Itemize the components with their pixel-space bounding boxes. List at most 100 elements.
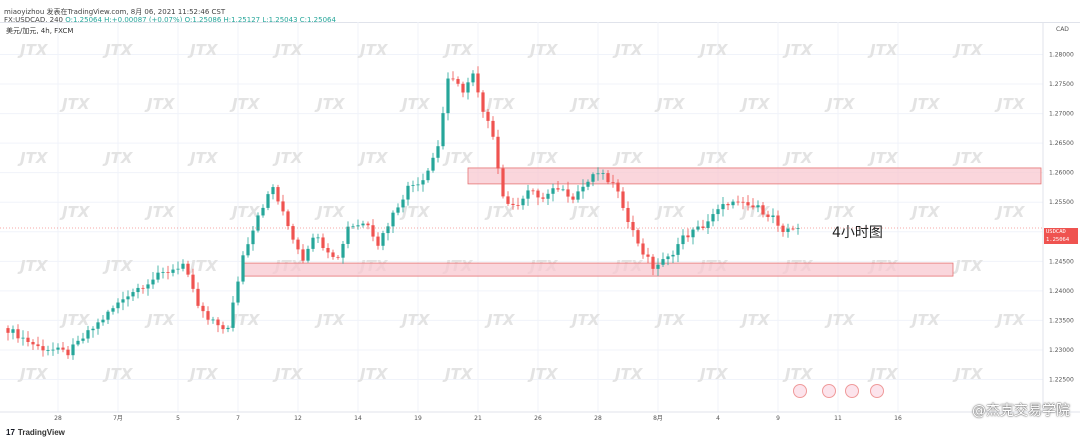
watermark-text: JTX <box>102 149 134 167</box>
watermark-text: JTX <box>909 95 941 113</box>
candle-body <box>221 325 225 330</box>
candle-body <box>121 299 125 303</box>
candle-body <box>411 184 415 186</box>
candle-body <box>116 302 120 309</box>
symbol-label: 美元/加元, 4h, FXCM <box>6 26 73 35</box>
candle-body <box>391 212 395 227</box>
watermark-text: JTX <box>867 41 899 59</box>
candle-body <box>596 173 600 175</box>
watermark-text: JTX <box>399 311 431 329</box>
candle-body <box>11 329 15 333</box>
watermark-text: JTX <box>697 365 729 383</box>
price-axis: 1.28000 1.27500 1.27000 1.26500 1.26000 1.255… <box>1049 52 1074 384</box>
candle-body <box>51 349 55 351</box>
watermark-text: JTX <box>612 149 644 167</box>
watermark-text: JTX <box>399 95 431 113</box>
candle-body <box>751 205 755 208</box>
watermark-text: JTX <box>314 95 346 113</box>
candle-body <box>61 347 65 350</box>
candle-body <box>366 223 370 226</box>
candle-body <box>381 233 385 246</box>
economic-event-icon[interactable] <box>845 384 859 398</box>
watermark-text: JTX <box>59 95 91 113</box>
watermark-text: JTX <box>187 365 219 383</box>
time-tick-label: 26 <box>534 415 542 422</box>
watermark-text: JTX <box>187 41 219 59</box>
price-tag-price: 1.25064 <box>1046 237 1070 243</box>
candle-body <box>186 263 190 275</box>
candle-body <box>396 207 400 213</box>
candle-body <box>586 181 590 187</box>
candle-body <box>491 120 495 137</box>
candle-body <box>171 269 175 273</box>
price-tick-label: 1.26000 <box>1049 170 1074 177</box>
watermark-text: JTX <box>824 203 856 221</box>
candle-body <box>66 349 70 356</box>
candle-body <box>461 83 465 93</box>
candle-body <box>501 168 505 197</box>
watermark-text: JTX <box>272 149 304 167</box>
watermark-text: JTX <box>654 203 686 221</box>
candle-body <box>166 272 170 273</box>
candle-body <box>406 185 410 200</box>
economic-event-icon[interactable] <box>822 384 836 398</box>
candle-body <box>81 338 85 341</box>
watermark-text: JTX <box>102 41 134 59</box>
watermark-text: JTX <box>484 203 516 221</box>
candle-body <box>551 188 555 194</box>
candle-body <box>131 292 135 297</box>
candle-body <box>621 191 625 208</box>
watermark-text: JTX <box>697 149 729 167</box>
candle-body <box>126 296 130 300</box>
candle-body <box>41 346 45 351</box>
time-tick-label: 19 <box>414 415 422 422</box>
candle-body <box>511 203 515 206</box>
watermark-text: JTX <box>357 365 389 383</box>
candle-body <box>316 237 320 239</box>
economic-event-icon[interactable] <box>870 384 884 398</box>
time-tick-label: 14 <box>354 415 362 422</box>
time-tick-label: 21 <box>474 415 482 422</box>
candle-body <box>441 113 445 147</box>
candle-body <box>616 182 620 192</box>
candle-body <box>101 319 105 323</box>
footer-watermark: @杰克交易学院 <box>972 403 1070 419</box>
candle-body <box>246 244 250 256</box>
candle-body <box>666 256 670 260</box>
candle-body <box>581 186 585 192</box>
watermark-text: JTX <box>739 311 771 329</box>
candle-body <box>321 237 325 249</box>
candle-body <box>71 344 75 356</box>
candle-body <box>216 319 220 326</box>
candle-body <box>361 223 365 226</box>
price-tick-label: 1.26500 <box>1049 140 1074 147</box>
tradingview-logo[interactable]: 17 TradingView <box>6 428 65 437</box>
candle-body <box>241 255 245 282</box>
watermark-text: JTX <box>909 203 941 221</box>
candle-body <box>481 92 485 112</box>
time-tick-label: 4 <box>716 415 720 422</box>
economic-event-icon[interactable] <box>793 384 807 398</box>
price-tick-label: 1.24500 <box>1049 258 1074 265</box>
watermark-text: JTX <box>102 257 134 275</box>
candle-body <box>736 201 740 203</box>
candle-body <box>31 341 35 345</box>
candle-body <box>431 157 435 171</box>
timeframe-annotation: 4小时图 <box>832 225 883 241</box>
watermark-text: JTX <box>782 149 814 167</box>
candle-body <box>521 198 525 206</box>
candle-body <box>591 174 595 182</box>
candle-body <box>281 201 285 212</box>
candle-body <box>726 204 730 206</box>
candle-body <box>526 190 530 199</box>
candle-body <box>556 188 560 190</box>
price-tag-symbol: USDCAD <box>1046 229 1066 235</box>
candle-body <box>671 254 675 257</box>
candle-body <box>476 73 480 93</box>
watermark-text: JTX <box>952 41 984 59</box>
watermark-text: JTX <box>229 95 261 113</box>
price-tick-label: 1.22500 <box>1049 377 1074 384</box>
candle-body <box>686 235 690 238</box>
candle-body <box>91 328 95 331</box>
